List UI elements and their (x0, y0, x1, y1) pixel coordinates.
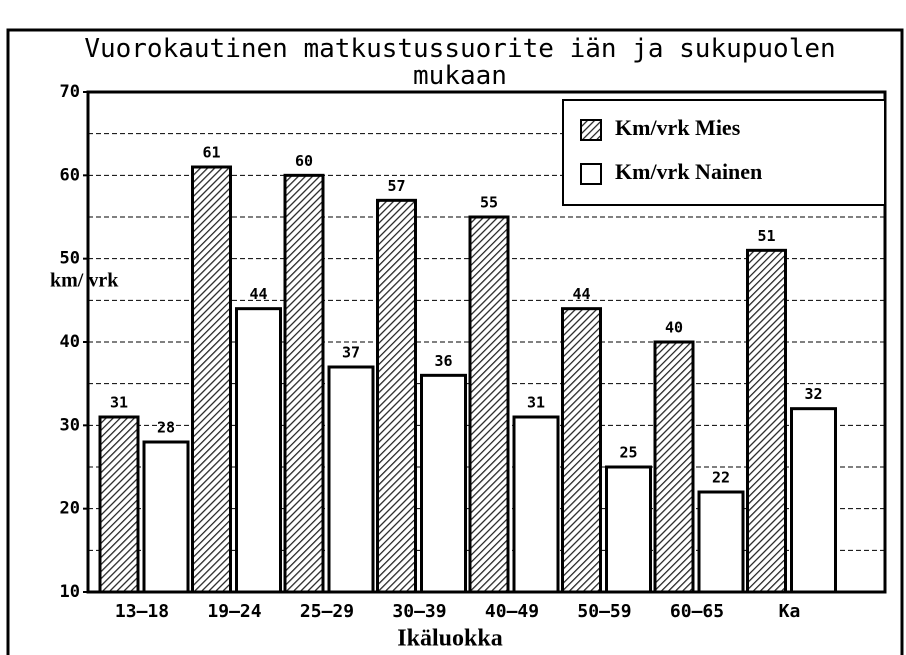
data-label: 36 (434, 352, 452, 370)
bar (283, 173, 325, 594)
x-tick-label: 40–49 (485, 601, 539, 622)
x-axis-label: Ikäluokka (397, 626, 502, 652)
data-label: 57 (387, 177, 405, 195)
y-tick-label: 30 (60, 415, 80, 435)
bar (191, 165, 232, 594)
bar (512, 415, 560, 594)
outer-frame (6, 28, 904, 655)
y-tick-label: 20 (60, 499, 80, 519)
data-label: 44 (572, 285, 590, 303)
bar (327, 365, 375, 594)
bar (790, 407, 837, 594)
y-tick-label: 60 (60, 165, 80, 185)
legend-swatch (580, 163, 602, 185)
bar (142, 440, 190, 594)
data-label: 60 (295, 152, 313, 170)
x-tick-label: 25–29 (300, 601, 354, 622)
data-label: 22 (712, 469, 730, 487)
bar (468, 215, 510, 594)
x-tick-label: 30–39 (392, 601, 446, 622)
x-tick-label: 13–18 (115, 601, 169, 622)
data-label: 37 (342, 344, 360, 362)
data-label: 61 (202, 144, 220, 162)
bar (420, 373, 467, 594)
data-label: 40 (665, 319, 683, 337)
x-tick-label: 60–65 (670, 601, 724, 622)
y-tick-label: 70 (60, 82, 80, 102)
bar (697, 490, 745, 594)
y-axis-label: km/ vrk (50, 270, 119, 292)
bar (376, 198, 417, 594)
data-label: 31 (110, 394, 128, 412)
y-tick-label: 40 (60, 332, 80, 352)
data-label: 32 (804, 385, 822, 403)
data-label: 28 (157, 419, 175, 437)
chart-title: Vuorokautinen matkustussuorite iän ja su… (84, 34, 836, 91)
data-label: 55 (480, 194, 498, 212)
data-label: 44 (249, 285, 267, 303)
bar (235, 307, 282, 594)
legend-label: Km/vrk Mies (615, 115, 741, 140)
bar (746, 248, 787, 594)
bar (653, 340, 695, 594)
data-label: 51 (757, 227, 775, 245)
y-tick-label: 50 (60, 249, 80, 269)
y-tick-label: 10 (60, 582, 80, 602)
x-tick-label: 19–24 (207, 601, 261, 622)
x-tick-label: Ka (779, 601, 801, 622)
data-label: 25 (619, 444, 637, 462)
legend-box (562, 99, 886, 206)
legend-label: Km/vrk Nainen (615, 159, 762, 184)
x-tick-label: 50–59 (577, 601, 631, 622)
bar (605, 465, 652, 594)
bar (98, 415, 140, 594)
legend-swatch (580, 119, 602, 141)
data-label: 31 (527, 394, 545, 412)
bar (561, 307, 602, 594)
